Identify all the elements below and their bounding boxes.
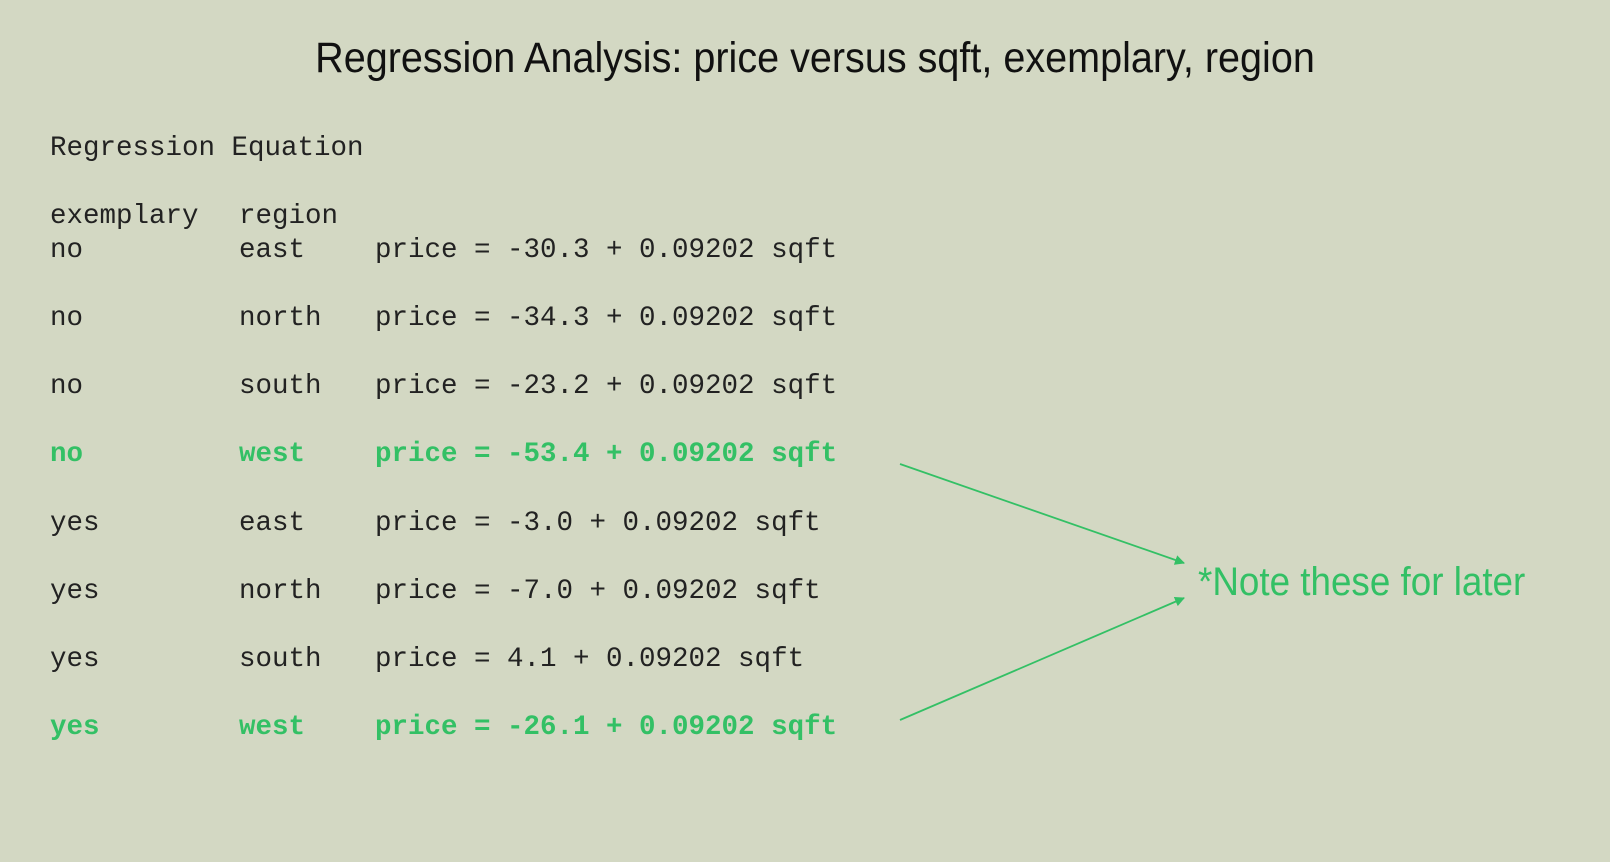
row-exemplary: yes: [50, 508, 100, 539]
row-region: west: [239, 439, 306, 470]
row-exemplary: no: [50, 235, 84, 266]
page-title: Regression Analysis: price versus sqft, …: [315, 34, 1315, 82]
row-equation: price = 4.1 + 0.09202 sqft: [375, 644, 805, 675]
row-exemplary: yes: [50, 712, 100, 743]
row-region: south: [239, 644, 322, 675]
annotation-note: *Note these for later: [1198, 560, 1526, 604]
row-exemplary: no: [50, 303, 84, 334]
row-equation: price = -30.3 + 0.09202 sqft: [375, 235, 838, 266]
arrow-bottom: [899, 596, 1185, 721]
row-equation: price = -7.0 + 0.09202 sqft: [375, 576, 821, 607]
row-region: west: [239, 712, 306, 743]
row-exemplary: no: [50, 371, 84, 402]
row-exemplary: no: [50, 439, 84, 470]
row-equation: price = -26.1 + 0.09202 sqft: [375, 712, 838, 743]
row-equation: price = -34.3 + 0.09202 sqft: [375, 303, 838, 334]
section-heading: Regression Equation: [50, 133, 364, 164]
arrow-top: [899, 463, 1185, 565]
header-region: region: [239, 201, 339, 232]
row-region: east: [239, 235, 306, 266]
row-region: south: [239, 371, 322, 402]
row-equation: price = -23.2 + 0.09202 sqft: [375, 371, 838, 402]
row-equation: price = -53.4 + 0.09202 sqft: [375, 439, 838, 470]
header-exemplary: exemplary: [50, 201, 199, 232]
row-region: north: [239, 303, 322, 334]
row-region: north: [239, 576, 322, 607]
row-exemplary: yes: [50, 644, 100, 675]
row-equation: price = -3.0 + 0.09202 sqft: [375, 508, 821, 539]
row-region: east: [239, 508, 306, 539]
row-exemplary: yes: [50, 576, 100, 607]
